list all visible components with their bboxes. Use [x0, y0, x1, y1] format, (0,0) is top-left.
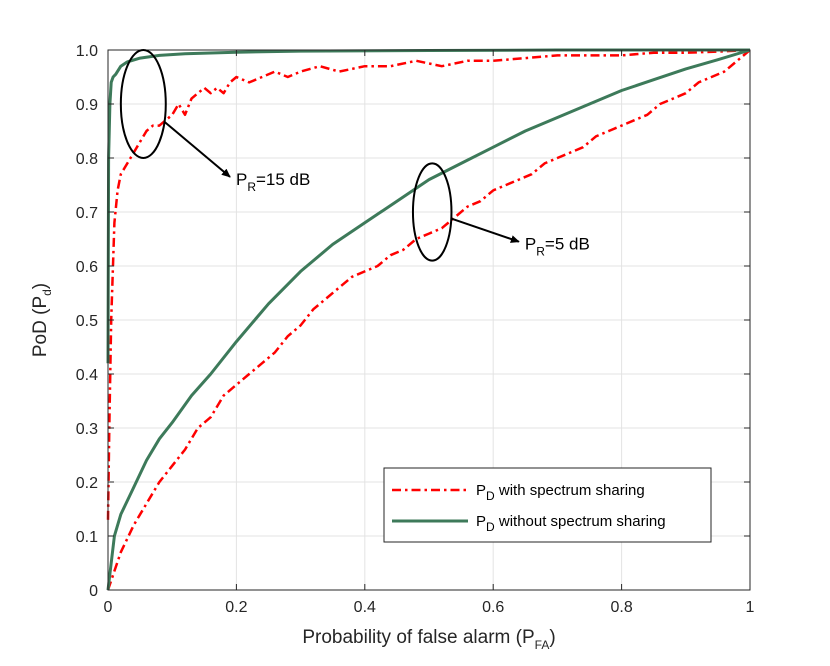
series-line-with_5dB: [106, 49, 751, 591]
y-axis-label-main: PoD (P: [30, 296, 51, 357]
y-tick-label-4: 0.4: [76, 367, 98, 384]
legend-entry-without-sharing-text: without spectrum sharing: [495, 513, 666, 530]
y-axis-label-sub: d: [40, 289, 54, 296]
legend-entry-with-sharing-sub: D: [486, 489, 495, 503]
legend-entry-with-sharing-text: with spectrum sharing: [495, 482, 645, 499]
y-tick-label-8: 0.8: [76, 151, 98, 168]
x-tick-label-0: 0: [104, 599, 113, 616]
x-axis-label-close: ): [549, 627, 555, 648]
x-tick-label-3: 0.6: [482, 599, 504, 616]
x-tick-label-5: 1: [746, 599, 755, 616]
y-axis-label-close: ): [30, 283, 51, 289]
legend-entry-without-sharing-sub: D: [486, 520, 495, 534]
y-tick-label-1: 0.1: [76, 529, 98, 546]
legend-box: [383, 467, 712, 543]
y-tick-label-6: 0.6: [76, 259, 98, 276]
y-tick-label-2: 0.2: [76, 475, 98, 492]
annotation-label-1: PR=5 dB: [525, 235, 590, 259]
annotation-label-1-text: =5 dB: [545, 235, 590, 254]
y-tick-label-10: 1.0: [76, 43, 98, 60]
annotation-label-1-pre: P: [525, 235, 536, 254]
y-tick-label-0: 0: [89, 583, 98, 600]
legend-entry-without-sharing: PD without spectrum sharing: [476, 513, 666, 534]
series-line-without_5dB: [106, 48, 751, 591]
y-tick-label-5: 0.5: [76, 313, 98, 330]
series-line-with_15dB: [106, 48, 751, 520]
axis-ticks: 0 0.2 0.4 0.6 0.8 1 0 0.1 0.2 0.3 0.4 0.5 0.6 0.7 0.8 0…: [76, 43, 755, 616]
x-axis-label-main: Probability of false alarm (P: [302, 627, 534, 648]
annotation-label-0-text: =15 dB: [256, 170, 310, 189]
annotation-ellipse-1: [411, 162, 453, 262]
annotation-label-1-sub: R: [536, 245, 545, 259]
x-tick-label-4: 0.8: [610, 599, 632, 616]
annotation-ellipse-0: [119, 49, 167, 159]
annotation-label-0-pre: P: [236, 170, 247, 189]
annotation-label-0-sub: R: [247, 180, 256, 194]
y-axis-label: PoD (Pd): [30, 283, 54, 357]
x-tick-label-2: 0.4: [354, 599, 376, 616]
x-axis-label-sub: FA: [535, 638, 550, 652]
legend-entry-with-sharing-pre: P: [476, 482, 486, 499]
x-tick-label-1: 0.2: [225, 599, 247, 616]
annotation-label-0: PR=15 dB: [236, 170, 310, 194]
y-tick-label-9: 0.9: [76, 97, 98, 114]
legend-entry-with-sharing: PD with spectrum sharing: [476, 482, 645, 503]
legend: PD with spectrum sharing PD without spec…: [383, 467, 712, 543]
y-tick-label-7: 0.7: [76, 205, 98, 222]
x-axis-label: Probability of false alarm (PFA): [302, 627, 555, 652]
y-tick-label-3: 0.3: [76, 421, 98, 438]
annotation-arrow-1: [450, 217, 520, 243]
legend-entry-without-sharing-pre: P: [476, 513, 486, 530]
annotation-arrow-0: [163, 121, 231, 178]
